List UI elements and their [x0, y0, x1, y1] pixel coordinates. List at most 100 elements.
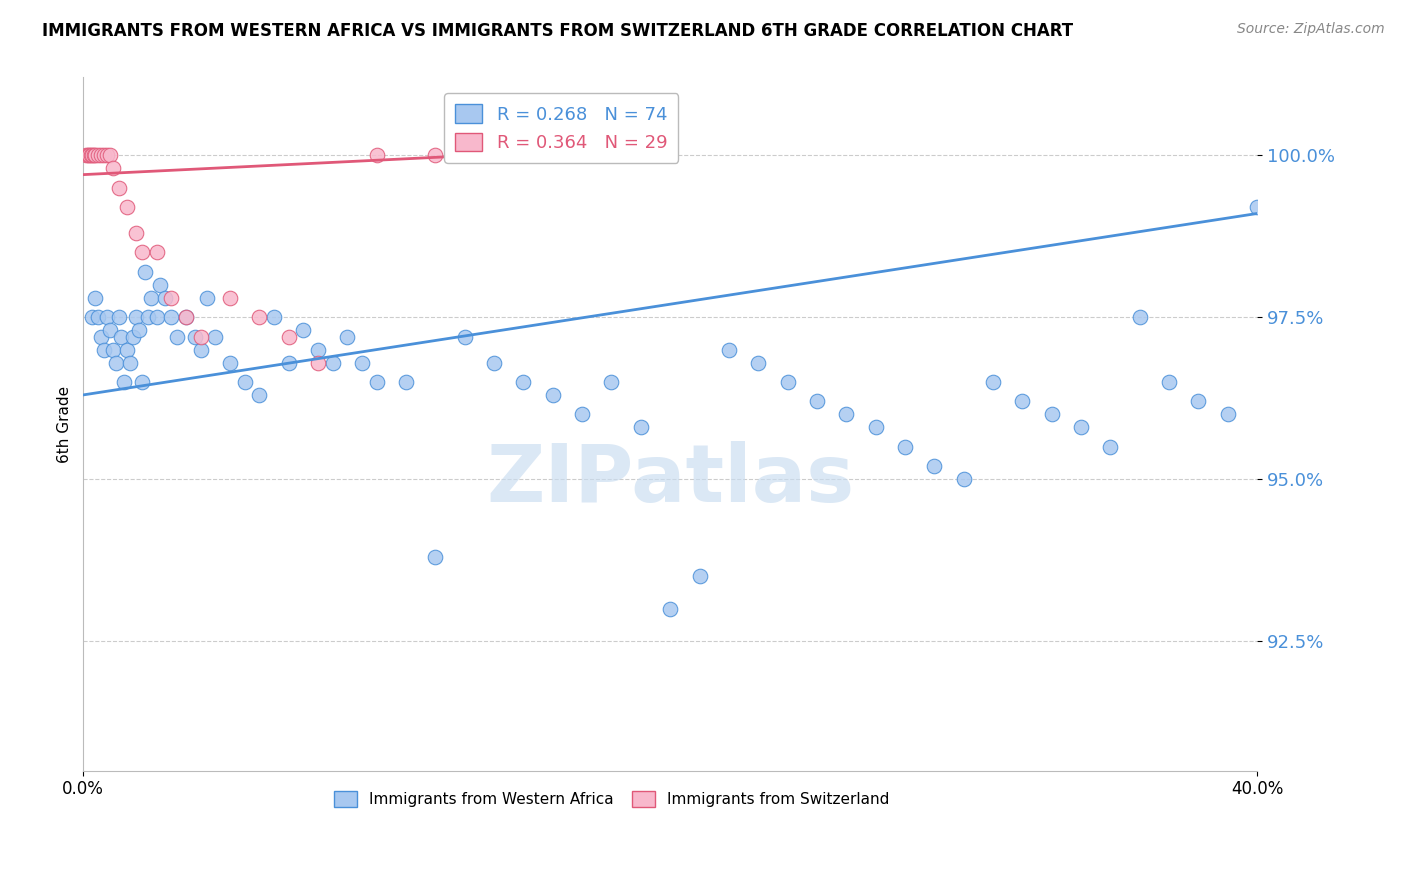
Point: [110, 329, 132, 343]
Point: [98, 148, 121, 162]
Point: [307, 343, 329, 357]
Point: [571, 408, 593, 422]
Point: [149, 277, 172, 292]
Point: [600, 148, 623, 162]
Point: [125, 310, 148, 325]
Point: [101, 343, 124, 357]
Point: [806, 394, 828, 409]
Point: [247, 310, 270, 325]
Point: [835, 408, 858, 422]
Point: [82, 148, 104, 162]
Point: [776, 375, 799, 389]
Point: [336, 329, 359, 343]
Point: [155, 291, 177, 305]
Text: Source: ZipAtlas.com: Source: ZipAtlas.com: [1237, 22, 1385, 37]
Point: [1129, 310, 1152, 325]
Point: [90, 329, 112, 343]
Point: [76, 148, 98, 162]
Point: [75, 148, 97, 162]
Point: [107, 180, 129, 194]
Point: [87, 148, 110, 162]
Point: [83, 148, 105, 162]
Point: [131, 375, 153, 389]
Point: [166, 329, 188, 343]
Point: [131, 245, 153, 260]
Point: [96, 148, 118, 162]
Point: [1187, 394, 1209, 409]
Point: [84, 291, 107, 305]
Point: [112, 375, 135, 389]
Point: [277, 329, 299, 343]
Point: [190, 343, 212, 357]
Point: [1275, 394, 1298, 409]
Point: [482, 355, 505, 369]
Point: [1070, 420, 1092, 434]
Point: [79, 148, 101, 162]
Point: [190, 329, 212, 343]
Point: [195, 291, 218, 305]
Point: [117, 200, 139, 214]
Point: [454, 329, 477, 343]
Point: [600, 375, 623, 389]
Point: [160, 291, 183, 305]
Point: [145, 245, 167, 260]
Point: [865, 420, 887, 434]
Point: [204, 329, 226, 343]
Point: [366, 375, 388, 389]
Point: [82, 310, 104, 325]
Point: [145, 310, 167, 325]
Point: [128, 323, 150, 337]
Point: [125, 226, 148, 240]
Point: [1246, 200, 1268, 214]
Point: [174, 310, 197, 325]
Point: [77, 148, 100, 162]
Point: [541, 388, 564, 402]
Point: [101, 161, 124, 176]
Point: [107, 310, 129, 325]
Point: [98, 323, 121, 337]
Point: [104, 355, 127, 369]
Point: [90, 148, 112, 162]
Point: [84, 148, 107, 162]
Point: [689, 569, 711, 583]
Point: [93, 343, 115, 357]
Point: [247, 388, 270, 402]
Point: [1305, 375, 1327, 389]
Point: [717, 343, 740, 357]
Point: [1157, 375, 1180, 389]
Point: [87, 310, 110, 325]
Point: [1216, 408, 1239, 422]
Point: [96, 310, 118, 325]
Point: [307, 355, 329, 369]
Point: [1099, 440, 1122, 454]
Point: [512, 148, 534, 162]
Point: [233, 375, 256, 389]
Text: IMMIGRANTS FROM WESTERN AFRICA VS IMMIGRANTS FROM SWITZERLAND 6TH GRADE CORRELAT: IMMIGRANTS FROM WESTERN AFRICA VS IMMIGR…: [42, 22, 1073, 40]
Point: [117, 343, 139, 357]
Point: [219, 355, 242, 369]
Point: [366, 148, 388, 162]
Point: [659, 601, 682, 615]
Point: [1040, 408, 1063, 422]
Point: [263, 310, 285, 325]
Point: [184, 329, 207, 343]
Point: [894, 440, 917, 454]
Legend: Immigrants from Western Africa, Immigrants from Switzerland: Immigrants from Western Africa, Immigran…: [326, 784, 897, 815]
Point: [352, 355, 374, 369]
Point: [134, 265, 156, 279]
Point: [922, 459, 945, 474]
Point: [122, 329, 145, 343]
Point: [630, 420, 652, 434]
Point: [952, 472, 974, 486]
Point: [981, 375, 1004, 389]
Point: [219, 291, 242, 305]
Point: [93, 148, 115, 162]
Point: [322, 355, 344, 369]
Point: [1011, 394, 1033, 409]
Point: [292, 323, 315, 337]
Point: [160, 310, 183, 325]
Point: [395, 375, 418, 389]
Point: [425, 549, 447, 564]
Point: [747, 355, 769, 369]
Point: [277, 355, 299, 369]
